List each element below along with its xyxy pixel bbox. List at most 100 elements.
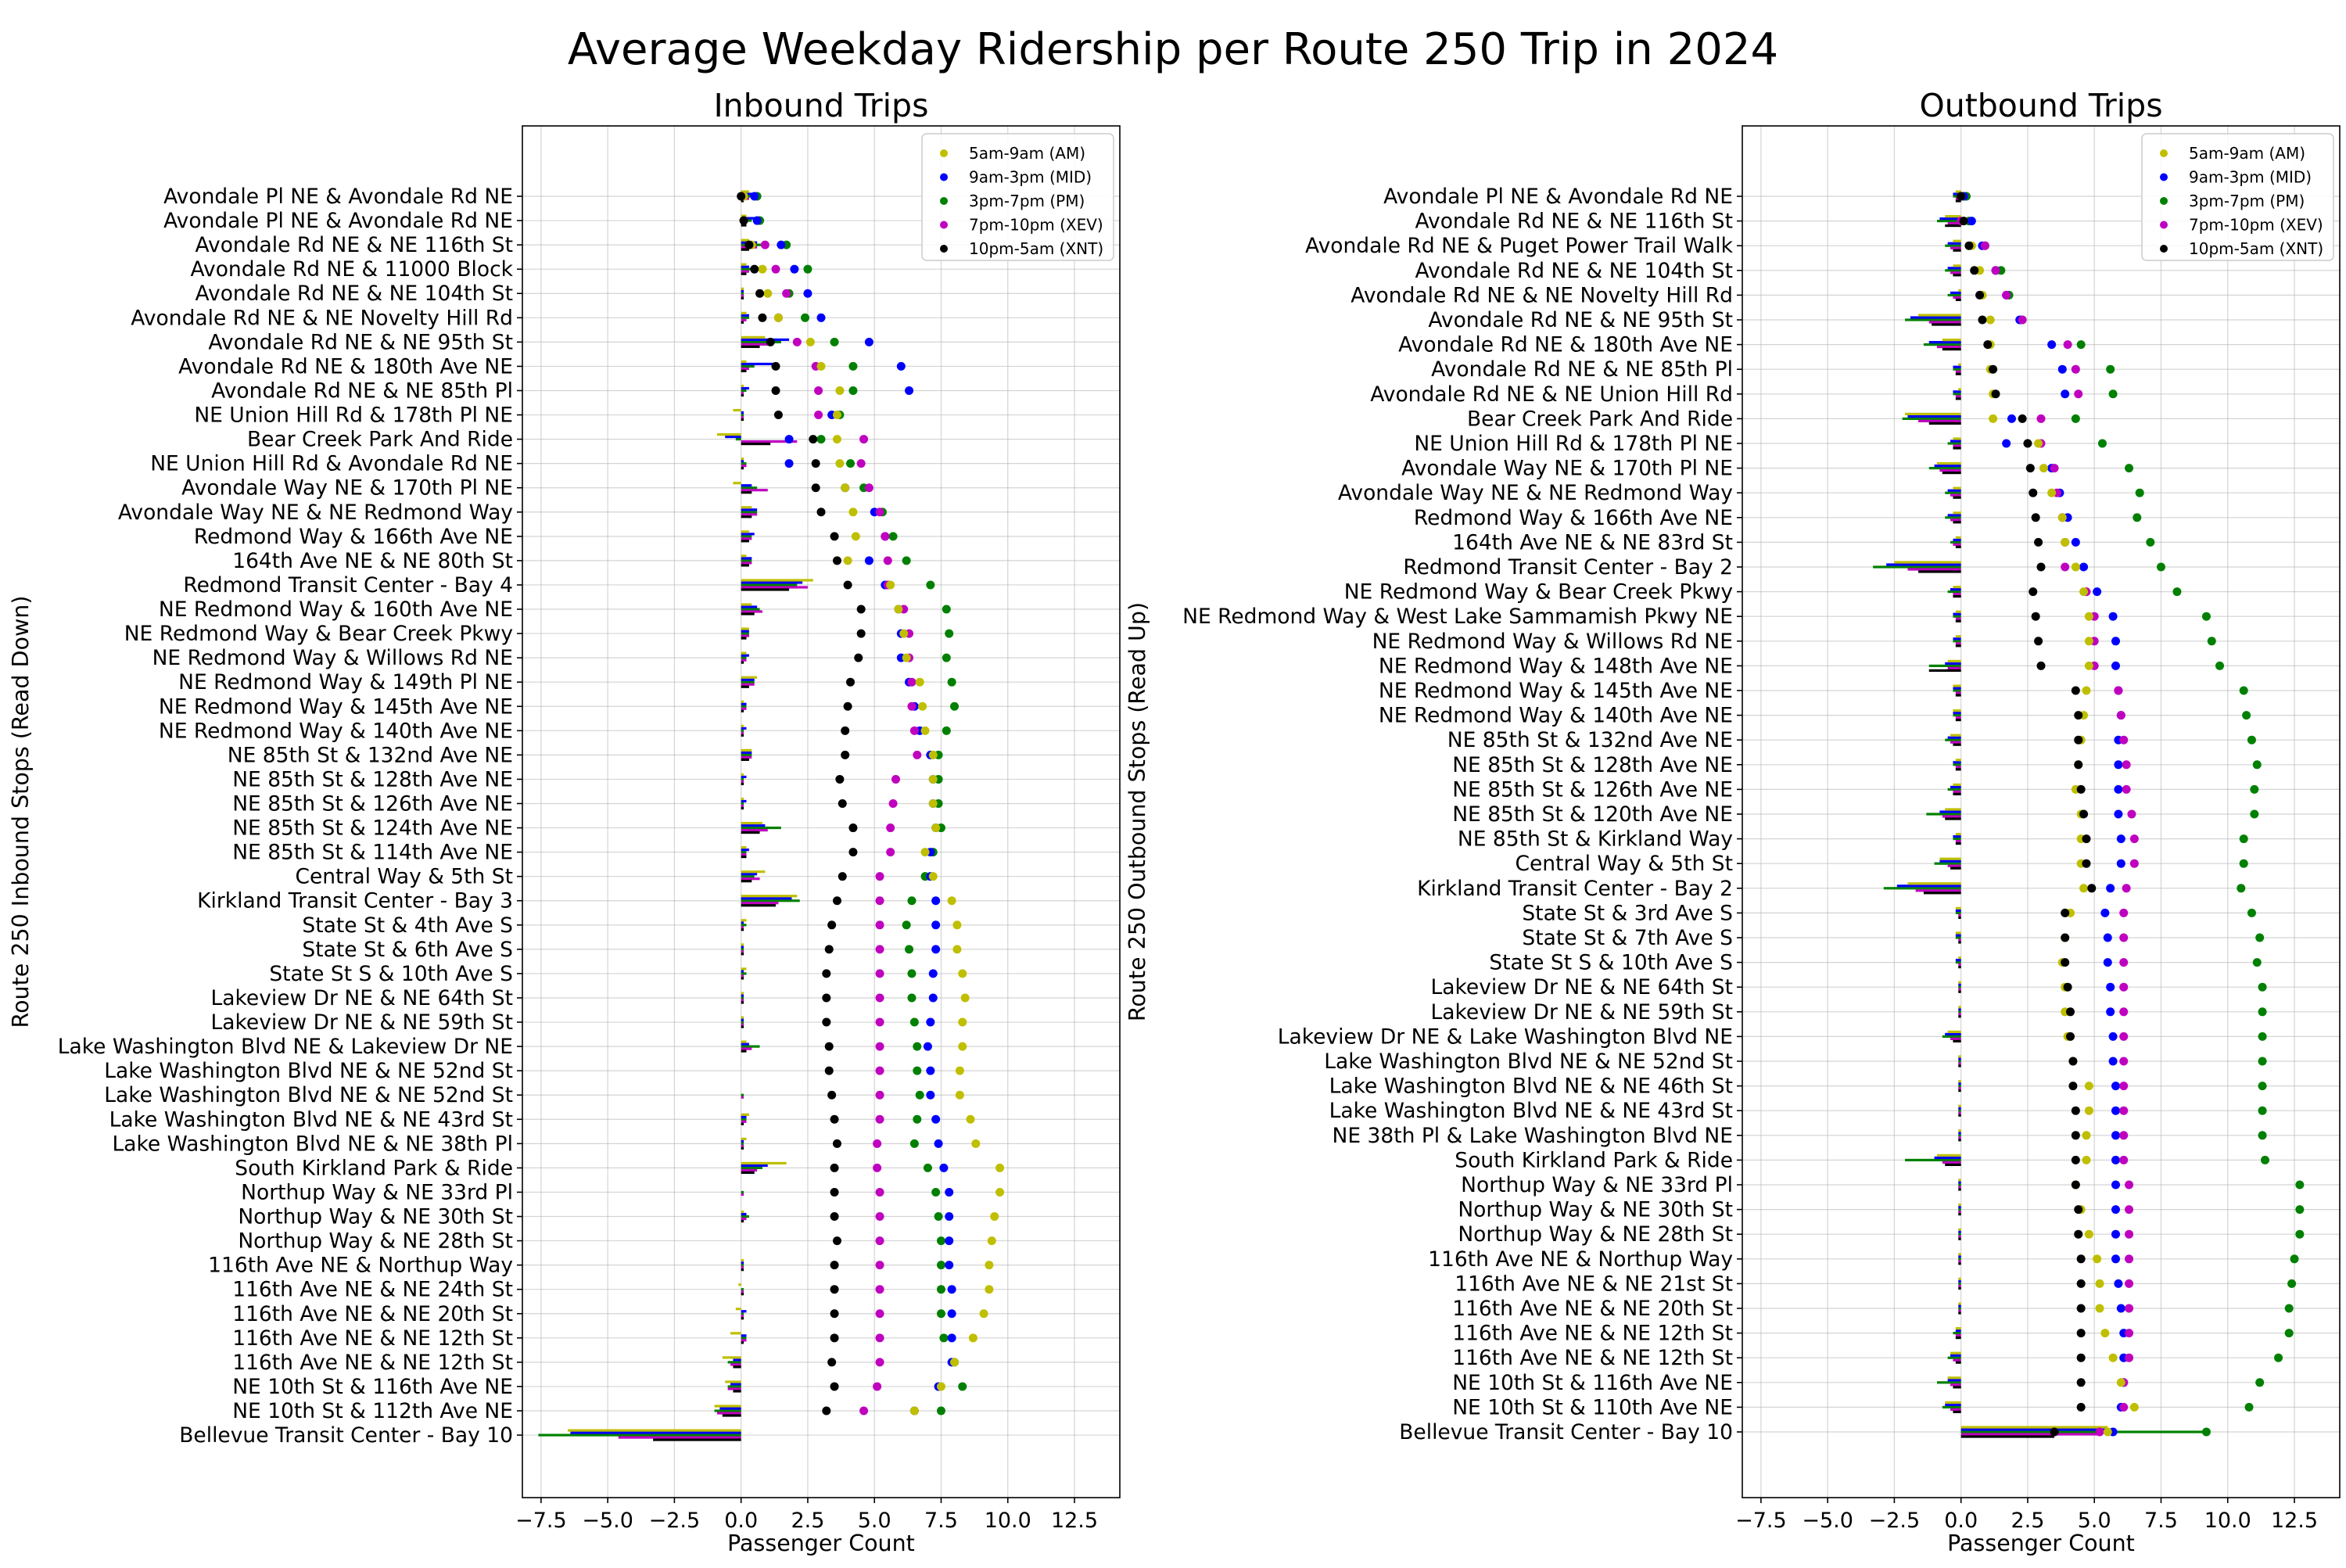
inbound-change-bar bbox=[741, 656, 747, 659]
outbound-change-bar bbox=[1958, 1082, 1961, 1085]
inbound-load-point bbox=[816, 435, 826, 444]
outbound-change-bar bbox=[1953, 264, 1961, 267]
outbound-change-bar bbox=[1950, 518, 1961, 522]
outbound-load-point bbox=[2252, 760, 2262, 770]
inbound-load-point bbox=[950, 1358, 960, 1367]
inbound-change-bar bbox=[741, 369, 747, 373]
inbound-change-bar bbox=[741, 702, 747, 705]
outbound-change-bar bbox=[1958, 1228, 1961, 1231]
inbound-stop-label: Bear Creek Park And Ride bbox=[247, 428, 513, 452]
outbound-load-point bbox=[2114, 784, 2123, 794]
inbound-load-point bbox=[752, 216, 762, 225]
inbound-stop-label: 116th Ave NE & NE 12th St bbox=[232, 1351, 513, 1375]
inbound-change-bar bbox=[741, 1137, 747, 1140]
outbound-change-bar bbox=[1915, 889, 1961, 892]
inbound-change-bar bbox=[741, 678, 755, 681]
outbound-load-point bbox=[2108, 612, 2118, 621]
outbound-load-point bbox=[2108, 389, 2118, 399]
inbound-load-point bbox=[928, 750, 938, 759]
inbound-load-point bbox=[822, 1406, 831, 1416]
inbound-change-bar bbox=[741, 367, 749, 371]
inbound-load-point bbox=[952, 945, 962, 954]
inbound-change-bar bbox=[741, 224, 747, 227]
outbound-change-bar bbox=[1960, 1433, 2100, 1436]
inbound-load-point bbox=[958, 1382, 967, 1391]
outbound-change-bar bbox=[1958, 1062, 1961, 1065]
outbound-load-point bbox=[2106, 982, 2115, 992]
inbound-change-bar bbox=[741, 1312, 744, 1315]
inbound-stop-label: 116th Ave NE & NE 24th St bbox=[232, 1278, 513, 1302]
outbound-xtick-label: 5.0 bbox=[2078, 1509, 2111, 1533]
inbound-stop-label: Lake Washington Blvd NE & NE 38th Pl bbox=[113, 1132, 514, 1156]
outbound-change-bar bbox=[1953, 615, 1961, 618]
inbound-stop-label: Avondale Rd NE & NE 95th St bbox=[208, 330, 513, 354]
outbound-change-bar bbox=[1945, 215, 1961, 218]
inbound-load-point bbox=[859, 1406, 869, 1416]
outbound-xtick-label: 2.5 bbox=[2011, 1509, 2044, 1533]
outbound-change-bar bbox=[1942, 815, 1961, 818]
outbound-load-point bbox=[2252, 958, 2262, 967]
outbound-change-bar bbox=[1932, 323, 1961, 326]
outbound-stop-label: NE Redmond Way & Willows Rd NE bbox=[1372, 630, 1733, 654]
outbound-load-point bbox=[2106, 884, 2115, 893]
outbound-load-point bbox=[2274, 1353, 2283, 1362]
inbound-load-point bbox=[750, 264, 759, 274]
outbound-change-bar bbox=[1942, 472, 1961, 475]
outbound-change-bar bbox=[1955, 936, 1961, 939]
outbound-change-bar bbox=[1958, 1104, 1961, 1107]
inbound-change-bar bbox=[741, 1164, 768, 1167]
outbound-load-point bbox=[2093, 1254, 2102, 1264]
inbound-change-bar bbox=[741, 849, 749, 852]
inbound-stop-label: Northup Way & NE 28th St bbox=[238, 1229, 513, 1254]
inbound-change-bar bbox=[741, 782, 744, 786]
outbound-change-bar bbox=[1958, 963, 1961, 967]
inbound-change-bar bbox=[741, 799, 747, 803]
inbound-change-bar bbox=[725, 1380, 741, 1383]
inbound-change-bar bbox=[741, 1266, 744, 1269]
outbound-change-bar bbox=[1958, 1186, 1961, 1189]
inbound-change-bar bbox=[741, 267, 752, 271]
outbound-change-bar bbox=[1958, 956, 1961, 960]
inbound-change-bar bbox=[741, 634, 749, 637]
inbound-load-point bbox=[755, 289, 765, 298]
outbound-load-point bbox=[2047, 340, 2057, 350]
outbound-change-bar bbox=[1955, 909, 1961, 912]
outbound-change-bar bbox=[1958, 1204, 1961, 1207]
outbound-plot-area bbox=[1742, 126, 2340, 1498]
outbound-change-bar bbox=[1958, 1089, 1961, 1093]
inbound-change-bar bbox=[741, 775, 747, 779]
outbound-stop-label: NE 10th St & 110th Ave NE bbox=[1452, 1395, 1733, 1419]
inbound-change-bar bbox=[741, 1317, 744, 1320]
outbound-xaxis-label: Passenger Count bbox=[1947, 1530, 2135, 1556]
inbound-load-point bbox=[915, 677, 924, 687]
outbound-load-point bbox=[2082, 834, 2091, 844]
outbound-load-point bbox=[2237, 884, 2246, 893]
outbound-change-bar bbox=[1958, 1064, 1961, 1067]
inbound-stop-label: NE 85th St & 132nd Ave NE bbox=[228, 743, 513, 767]
outbound-change-bar bbox=[1955, 691, 1961, 694]
outbound-change-bar bbox=[1934, 1156, 1961, 1159]
outbound-xtick-label: −7.5 bbox=[1735, 1509, 1787, 1533]
inbound-change-bar bbox=[741, 318, 747, 321]
outbound-change-bar bbox=[1907, 882, 1961, 885]
inbound-load-point bbox=[830, 337, 839, 346]
outbound-load-point bbox=[2071, 562, 2080, 572]
outbound-change-bar bbox=[1958, 1183, 1961, 1186]
outbound-change-bar bbox=[1945, 1403, 1961, 1406]
inbound-load-point bbox=[875, 1309, 884, 1319]
inbound-load-point bbox=[814, 411, 823, 420]
outbound-change-bar bbox=[1955, 694, 1961, 697]
inbound-load-point bbox=[985, 1285, 994, 1294]
inbound-load-point bbox=[782, 289, 791, 298]
outbound-load-point bbox=[2061, 562, 2070, 572]
inbound-load-point bbox=[803, 264, 812, 274]
inbound-change-bar bbox=[741, 384, 744, 388]
outbound-load-point bbox=[2258, 1032, 2267, 1041]
inbound-change-bar bbox=[741, 999, 744, 1002]
outbound-change-bar bbox=[1953, 437, 1961, 440]
inbound-xtick-label: −2.5 bbox=[649, 1509, 701, 1533]
outbound-load-point bbox=[2029, 587, 2038, 597]
inbound-load-point bbox=[987, 1236, 996, 1246]
outbound-load-point bbox=[2023, 439, 2032, 448]
